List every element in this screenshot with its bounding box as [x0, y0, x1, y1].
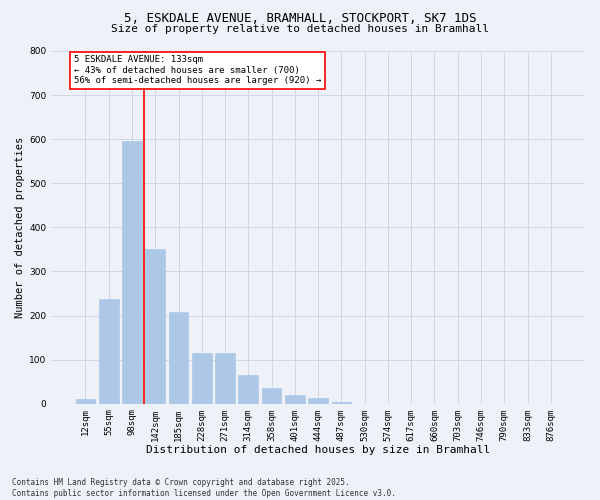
Bar	[332, 402, 352, 404]
Bar	[76, 400, 95, 404]
X-axis label: Distribution of detached houses by size in Bramhall: Distribution of detached houses by size …	[146, 445, 490, 455]
Bar	[262, 388, 281, 404]
Bar	[145, 250, 165, 404]
Bar	[122, 142, 142, 404]
Bar	[215, 353, 235, 404]
Text: Contains HM Land Registry data © Crown copyright and database right 2025.
Contai: Contains HM Land Registry data © Crown c…	[12, 478, 396, 498]
Bar	[99, 299, 119, 404]
Y-axis label: Number of detached properties: Number of detached properties	[15, 136, 25, 318]
Text: 5 ESKDALE AVENUE: 133sqm
← 43% of detached houses are smaller (700)
56% of semi-: 5 ESKDALE AVENUE: 133sqm ← 43% of detach…	[74, 56, 321, 85]
Bar	[192, 353, 212, 404]
Bar	[308, 398, 328, 404]
Bar	[238, 375, 258, 404]
Text: 5, ESKDALE AVENUE, BRAMHALL, STOCKPORT, SK7 1DS: 5, ESKDALE AVENUE, BRAMHALL, STOCKPORT, …	[124, 12, 476, 26]
Bar	[169, 312, 188, 404]
Bar	[285, 395, 305, 404]
Text: Size of property relative to detached houses in Bramhall: Size of property relative to detached ho…	[111, 24, 489, 34]
